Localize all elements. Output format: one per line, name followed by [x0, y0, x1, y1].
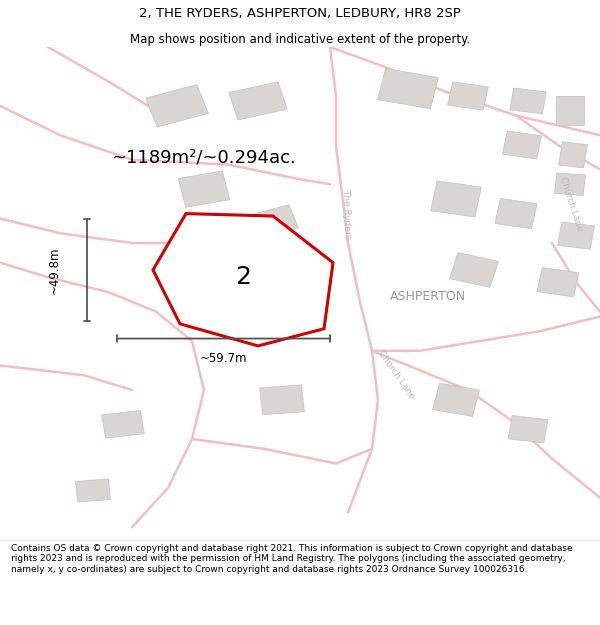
Bar — [101, 411, 145, 438]
Text: 2, THE RYDERS, ASHPERTON, LEDBURY, HR8 2SP: 2, THE RYDERS, ASHPERTON, LEDBURY, HR8 2… — [139, 7, 461, 20]
Bar — [377, 69, 439, 109]
Bar — [431, 181, 481, 217]
Text: The Ryders: The Ryders — [341, 188, 352, 239]
Bar — [254, 204, 298, 238]
Bar — [146, 84, 208, 127]
Text: Map shows position and indicative extent of the property.: Map shows position and indicative extent… — [130, 33, 470, 46]
Text: Contains OS data © Crown copyright and database right 2021. This information is : Contains OS data © Crown copyright and d… — [11, 544, 572, 574]
Bar — [508, 416, 548, 443]
Text: 2: 2 — [235, 265, 251, 289]
Text: Church Lane: Church Lane — [377, 349, 417, 401]
Text: ASHPERTON: ASHPERTON — [390, 291, 466, 303]
Bar — [260, 385, 304, 415]
Bar — [448, 82, 488, 110]
Bar — [557, 222, 595, 249]
Bar — [537, 268, 579, 297]
Bar — [559, 142, 587, 168]
Text: ~49.8m: ~49.8m — [47, 246, 61, 294]
Bar — [495, 198, 537, 229]
Bar — [260, 301, 304, 332]
Bar — [510, 88, 546, 114]
Text: ~59.7m: ~59.7m — [199, 352, 247, 364]
Text: Church Lane: Church Lane — [558, 176, 584, 232]
Text: ~1189m²/~0.294ac.: ~1189m²/~0.294ac. — [111, 148, 296, 166]
Bar — [554, 173, 586, 196]
Bar — [433, 383, 479, 416]
Polygon shape — [153, 214, 333, 346]
Bar — [178, 171, 230, 208]
Bar — [229, 82, 287, 120]
Bar — [556, 96, 584, 125]
Bar — [502, 131, 542, 159]
Bar — [449, 253, 499, 288]
Bar — [76, 479, 110, 502]
